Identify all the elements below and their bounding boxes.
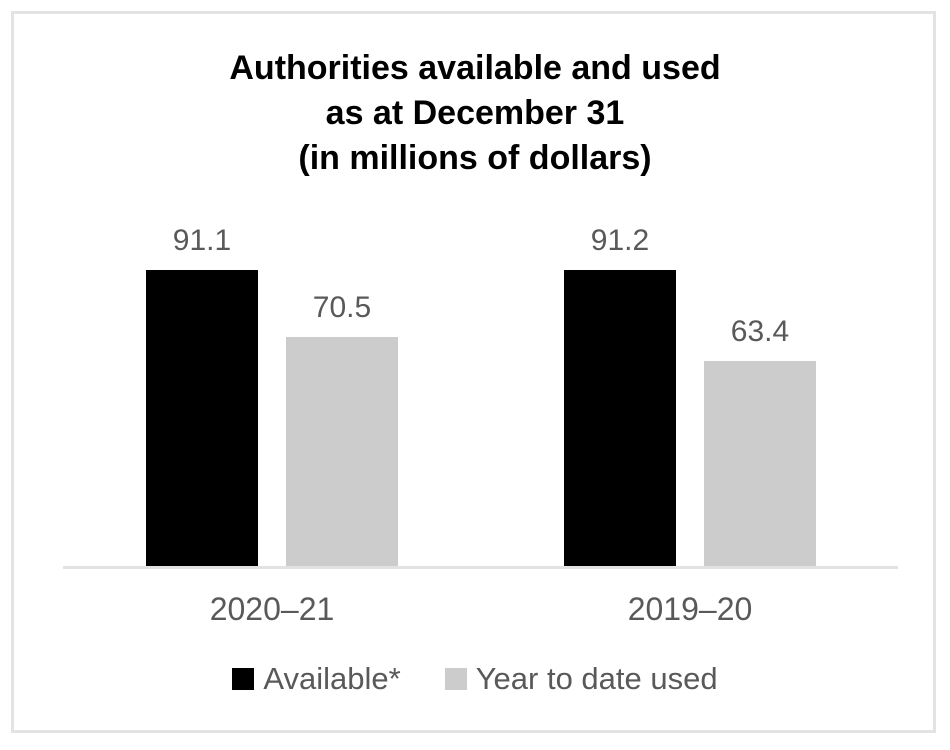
bar-available-2019-20 <box>564 270 676 568</box>
bar-group-2020-21: 91.1 70.5 <box>146 224 398 568</box>
legend: Available* Year to date used <box>0 661 950 697</box>
bar-col-used-2019-20: 63.4 <box>704 315 816 568</box>
value-label-used-2019-20: 63.4 <box>730 315 790 348</box>
chart-title-line-3: (in millions of dollars) <box>298 139 652 177</box>
value-label-available-2019-20: 91.2 <box>590 224 650 257</box>
bar-available-2020-21 <box>146 270 258 568</box>
bar-col-available-2020-21: 91.1 <box>146 224 258 568</box>
value-label-available-2020-21: 91.1 <box>172 224 232 257</box>
value-label-used-2020-21: 70.5 <box>312 291 372 324</box>
chart-title-line-1: Authorities available and used <box>229 49 721 87</box>
legend-swatch-year-to-date-used <box>444 668 467 690</box>
legend-item-available: Available* <box>232 661 401 697</box>
chart-title: Authorities available and used as at Dec… <box>0 46 950 181</box>
bar-group-2019-20: 91.2 63.4 <box>564 224 816 568</box>
bar-col-used-2020-21: 70.5 <box>286 291 398 568</box>
x-tick-label-2019-20: 2019–20 <box>627 591 753 627</box>
legend-swatch-available <box>232 668 255 690</box>
x-axis-line <box>63 566 898 569</box>
legend-item-year-to-date-used: Year to date used <box>444 661 718 697</box>
bar-used-2019-20 <box>704 361 816 568</box>
legend-label-available: Available* <box>263 661 401 696</box>
chart-title-line-2: as at December 31 <box>325 94 625 132</box>
legend-label-year-to-date-used: Year to date used <box>475 661 718 696</box>
bar-used-2020-21 <box>286 337 398 568</box>
bar-col-available-2019-20: 91.2 <box>564 224 676 568</box>
x-tick-label-2020-21: 2020–21 <box>209 591 335 627</box>
